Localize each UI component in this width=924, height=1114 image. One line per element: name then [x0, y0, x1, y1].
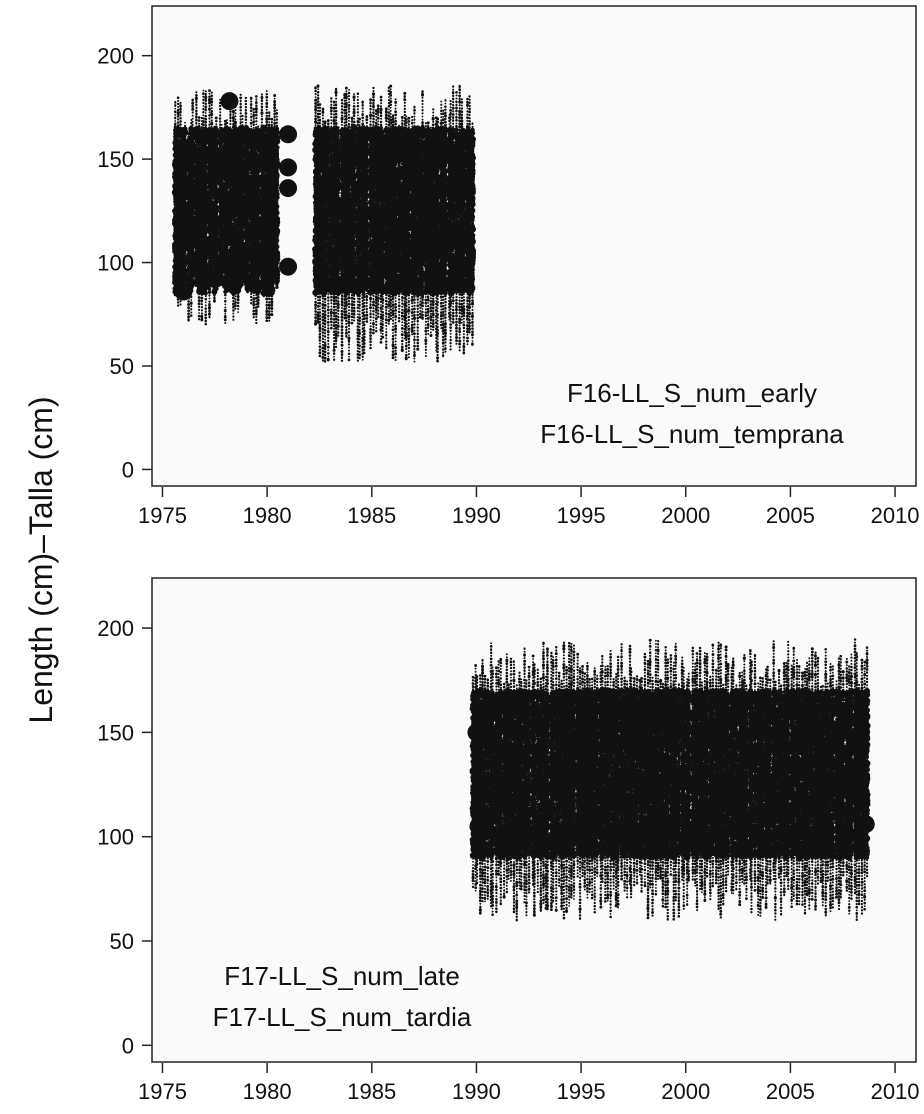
- y-tick-label: 200: [97, 616, 134, 641]
- y-tick-label: 50: [110, 929, 134, 954]
- data-point-column: [614, 655, 622, 909]
- top-panel-label-line-1: F16-LL_S_num_early: [567, 378, 817, 408]
- data-point-column: [316, 103, 324, 358]
- data-point-column: [497, 657, 505, 906]
- top-panel: 1975 1980 1985 1990 1995 2000 2005 2010 0 50 100 15…: [97, 5, 920, 528]
- top-panel-label-line-2: F16-LL_S_num_temprana: [540, 419, 844, 449]
- y-axis-label: Length (cm)–Talla (cm): [23, 396, 59, 723]
- data-point-column: [273, 109, 281, 289]
- x-tick-label: 1990: [452, 1079, 501, 1104]
- large-data-point: [279, 158, 298, 177]
- x-tick-label: 1985: [347, 1079, 396, 1104]
- large-data-point: [467, 723, 486, 742]
- data-point-column: [513, 684, 521, 922]
- y-tick-label: 100: [97, 251, 134, 276]
- data-point-column: [468, 122, 476, 346]
- large-data-point: [220, 92, 239, 111]
- large-data-point: [174, 154, 193, 173]
- x-tick-label: 2000: [661, 1079, 710, 1104]
- data-point-column: [659, 682, 667, 908]
- x-tick-label: 1975: [138, 1079, 187, 1104]
- y-tick-label: 0: [122, 457, 134, 482]
- bottom-panel-label-line-1: F17-LL_S_num_late: [224, 961, 460, 991]
- x-tick-label: 1985: [347, 503, 396, 528]
- data-point-column: [434, 117, 441, 363]
- x-tick-label: 1975: [138, 503, 187, 528]
- large-data-point: [205, 270, 224, 289]
- data-point-column: [675, 683, 683, 918]
- y-tick-label: 50: [110, 354, 134, 379]
- data-point-column: [238, 114, 246, 284]
- y-tick-label: 200: [97, 44, 134, 69]
- x-tick-label: 2010: [871, 503, 920, 528]
- x-tick-label: 1995: [557, 1079, 606, 1104]
- large-data-point: [469, 817, 488, 836]
- data-point-column: [392, 98, 400, 361]
- x-tick-label: 2010: [871, 1079, 920, 1104]
- large-data-point: [174, 212, 193, 231]
- x-tick-label: 2005: [766, 1079, 815, 1104]
- large-data-point: [279, 125, 298, 144]
- bottom-panel-ticks: 1975 1980 1985 1990 1995 2000 2005 2010 0 50 100 15…: [97, 616, 919, 1104]
- large-data-point: [279, 257, 298, 276]
- top-panel-ticks: 1975 1980 1985 1990 1995 2000 2005 2010 0 50 100 15…: [97, 44, 919, 528]
- large-data-point: [279, 179, 298, 198]
- y-tick-label: 100: [97, 825, 134, 850]
- large-data-point: [174, 282, 193, 301]
- x-tick-label: 1980: [243, 1079, 292, 1104]
- bottom-panel-label-line-2: F17-LL_S_num_tardia: [213, 1002, 472, 1032]
- bottom-panel-marks: [467, 638, 875, 922]
- x-tick-label: 1990: [452, 503, 501, 528]
- y-tick-label: 0: [122, 1033, 134, 1058]
- large-data-point: [856, 815, 875, 834]
- bottom-panel: 1975 1980 1985 1990 1995 2000 2005 2010 0 50 100 15…: [97, 577, 920, 1104]
- x-tick-label: 2000: [661, 503, 710, 528]
- top-panel-marks: [171, 84, 476, 363]
- data-point-column: [405, 116, 413, 359]
- y-tick-label: 150: [97, 720, 134, 745]
- y-tick-label: 150: [97, 147, 134, 172]
- x-tick-label: 1980: [243, 503, 292, 528]
- x-tick-label: 1995: [557, 503, 606, 528]
- data-point-column: [863, 646, 871, 878]
- x-tick-label: 2005: [766, 503, 815, 528]
